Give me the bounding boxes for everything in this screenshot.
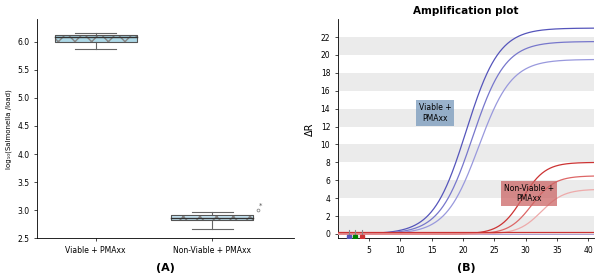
- X-axis label: (A): (A): [156, 263, 175, 273]
- Y-axis label: ΔR: ΔR: [305, 122, 315, 136]
- Bar: [338, 37, 595, 55]
- Bar: [338, 180, 595, 198]
- FancyBboxPatch shape: [172, 215, 253, 220]
- Bar: [338, 109, 595, 127]
- Title: Amplification plot: Amplification plot: [413, 6, 519, 16]
- FancyBboxPatch shape: [55, 35, 137, 42]
- Bar: [338, 216, 595, 234]
- Text: Viable +
PMAxx: Viable + PMAxx: [419, 104, 451, 123]
- Bar: [338, 145, 595, 162]
- Bar: [338, 73, 595, 91]
- X-axis label: (B): (B): [457, 263, 475, 273]
- Text: *: *: [259, 203, 262, 209]
- Y-axis label: log₁₀(Salmonella /load): log₁₀(Salmonella /load): [5, 89, 12, 169]
- Text: Non-Viable +
PMAxx: Non-Viable + PMAxx: [503, 184, 554, 203]
